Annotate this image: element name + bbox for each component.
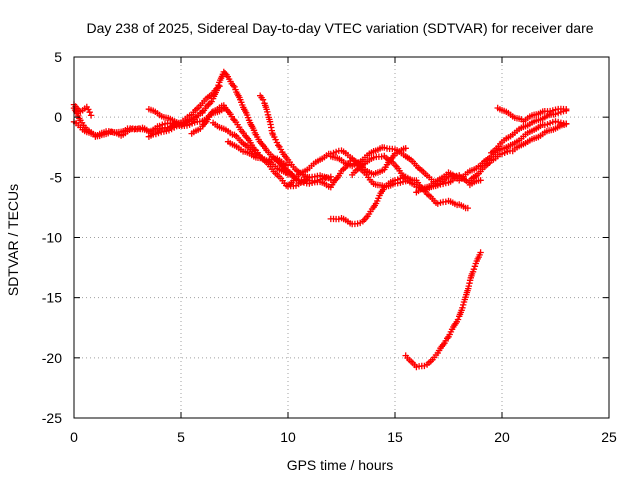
series-arc-17 — [466, 120, 570, 184]
data-point — [563, 120, 570, 128]
data-point — [264, 108, 271, 116]
grid-lines — [74, 57, 609, 418]
data-point — [470, 266, 478, 273]
data-point — [230, 82, 237, 89]
x-tick-label: 0 — [70, 429, 78, 445]
series-arc-14 — [327, 173, 471, 228]
data-point — [284, 162, 292, 169]
data-point — [375, 195, 382, 202]
data-point — [272, 136, 279, 143]
series-arc-19 — [494, 104, 570, 125]
data-point — [563, 106, 570, 113]
series-arc-10 — [274, 155, 409, 191]
data-point — [86, 109, 93, 116]
series-arc-15 — [402, 249, 484, 371]
data-point — [208, 109, 215, 116]
data-point — [454, 316, 462, 323]
y-tick-label: 5 — [54, 49, 62, 65]
x-tick-label: 15 — [387, 429, 403, 445]
data-point — [464, 204, 471, 212]
x-axis-label: GPS time / hours — [287, 457, 394, 473]
x-tick-label: 20 — [494, 429, 510, 445]
y-tick-labels: 5 0 -5 -10 -15 -20 -25 — [42, 49, 62, 426]
data-point — [259, 96, 267, 103]
y-tick-label: 0 — [54, 109, 62, 125]
chart-title: Day 238 of 2025, Sidereal Day-to-day VTE… — [86, 20, 593, 36]
data-points — [70, 68, 570, 371]
data-point — [460, 301, 467, 309]
y-tick-label: -20 — [42, 350, 62, 366]
data-point — [459, 304, 466, 311]
y-tick-label: -15 — [42, 290, 62, 306]
y-tick-label: -25 — [42, 410, 62, 426]
axis-ticks — [73, 56, 610, 419]
y-axis-label: SDTVAR / TECUs — [5, 184, 21, 296]
y-tick-label: -5 — [50, 169, 63, 185]
data-point — [306, 174, 313, 181]
data-point — [477, 177, 484, 184]
y-tick-label: -10 — [42, 230, 62, 246]
data-point — [230, 115, 237, 123]
data-point — [85, 106, 92, 113]
x-tick-label: 10 — [280, 429, 296, 445]
x-tick-label: 25 — [601, 429, 617, 445]
data-point — [402, 145, 409, 152]
x-tick-label: 5 — [177, 429, 185, 445]
data-point — [465, 282, 472, 290]
data-point — [87, 112, 95, 119]
data-point — [477, 249, 484, 256]
data-point — [471, 263, 479, 270]
data-point — [214, 84, 221, 92]
data-point — [215, 82, 222, 89]
x-tick-labels: 0 5 10 15 20 25 — [70, 429, 617, 445]
data-point — [273, 139, 281, 146]
